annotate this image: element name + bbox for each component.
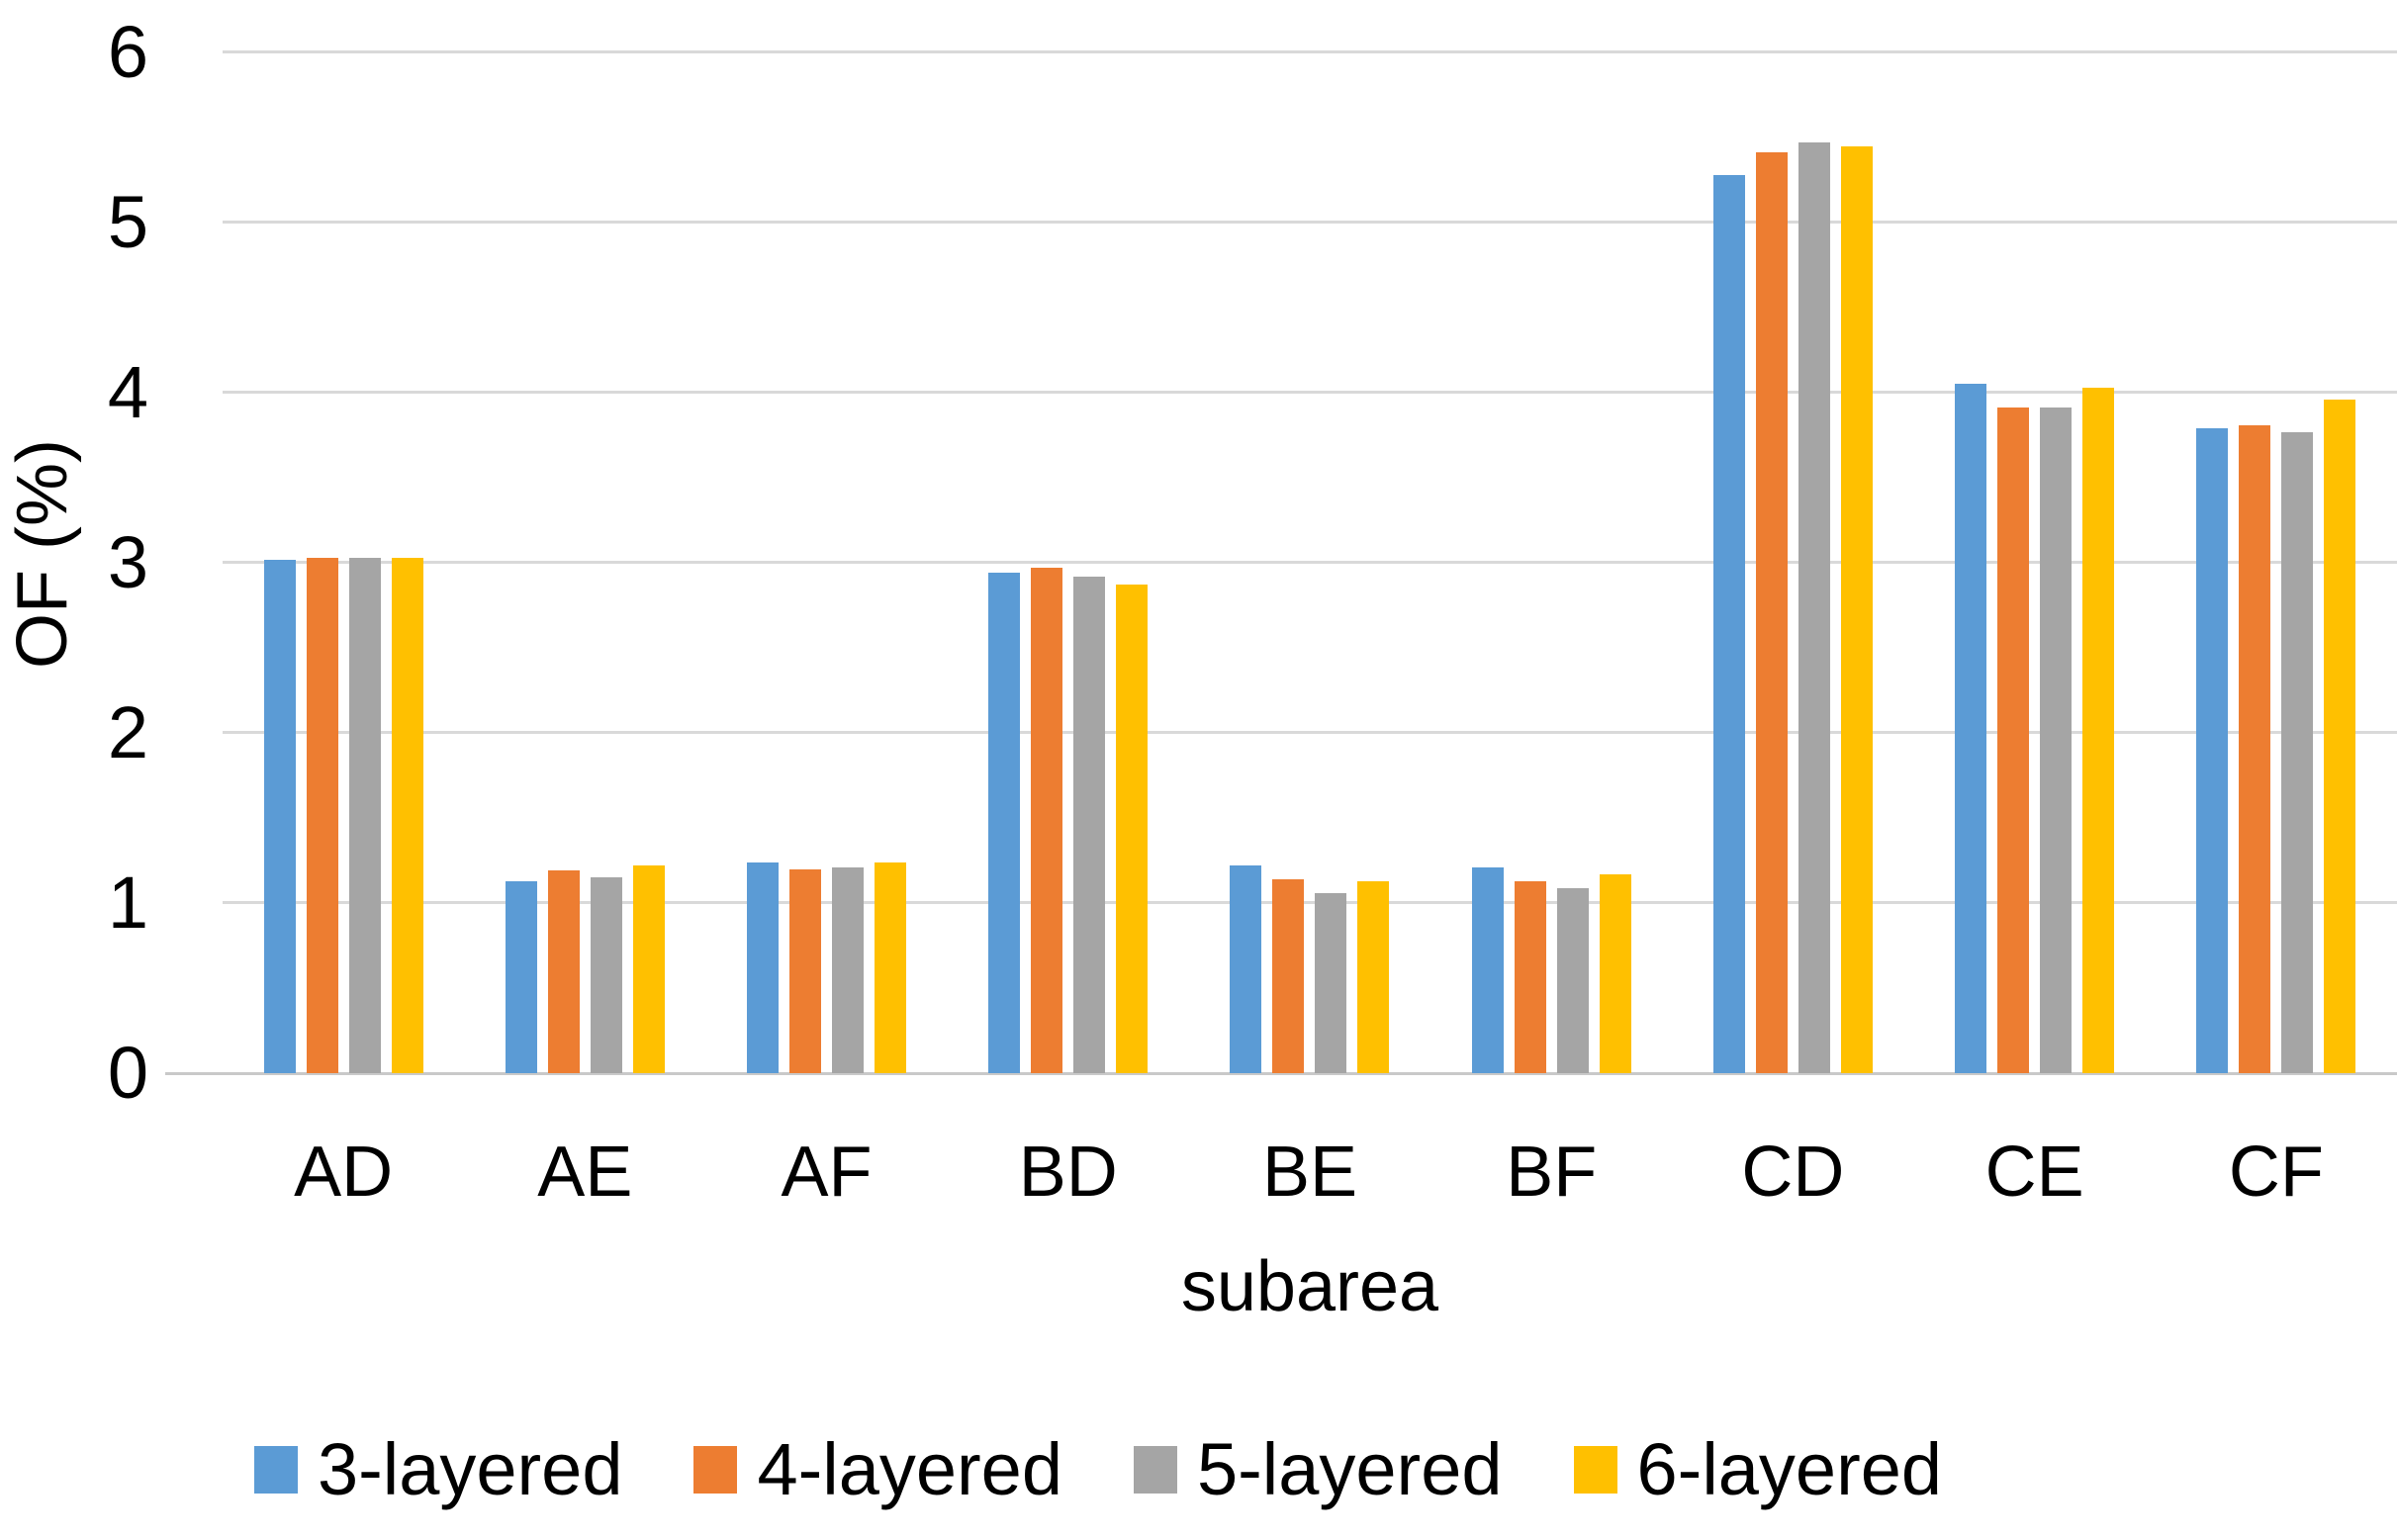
bar-5-layered-AE xyxy=(590,877,622,1073)
bar-3-layered-CF xyxy=(2196,428,2229,1073)
x-tick-label-AD: AD xyxy=(294,1132,394,1212)
x-tick-label-AE: AE xyxy=(537,1132,633,1212)
bar-3-layered-BD xyxy=(988,573,1021,1073)
bar-4-layered-AD xyxy=(306,557,338,1073)
bar-5-layered-BE xyxy=(1315,892,1347,1073)
x-tick-label-BF: BF xyxy=(1506,1132,1598,1212)
bar-6-layered-CD xyxy=(1840,145,1873,1073)
x-tick-label-AF: AF xyxy=(781,1132,873,1212)
legend-label: 6-layered xyxy=(1636,1428,1943,1510)
bar-4-layered-CD xyxy=(1755,152,1788,1073)
bar-6-layered-BF xyxy=(1599,873,1631,1073)
bar-group-AD xyxy=(223,52,464,1073)
bar-4-layered-CF xyxy=(2239,424,2271,1073)
gridline-4 xyxy=(223,391,2397,394)
bar-4-layered-AE xyxy=(547,870,580,1073)
bar-group-CF xyxy=(2156,52,2397,1073)
legend-swatch-icon xyxy=(1573,1446,1617,1494)
bar-3-layered-AD xyxy=(263,559,296,1073)
bar-4-layered-BE xyxy=(1272,878,1305,1073)
legend-item-6-layered: 6-layered xyxy=(1573,1425,1943,1514)
legend-swatch-icon xyxy=(693,1446,738,1494)
bar-group-BD xyxy=(948,52,1189,1073)
bar-5-layered-CD xyxy=(1798,142,1830,1073)
bar-6-layered-AE xyxy=(632,865,665,1073)
bar-4-layered-AF xyxy=(789,868,822,1073)
x-tick-label-CF: CF xyxy=(2228,1132,2324,1212)
bar-6-layered-AD xyxy=(391,557,423,1073)
bar-3-layered-BF xyxy=(1471,866,1504,1073)
bar-group-CD xyxy=(1672,52,1913,1073)
y-tick-label-4: 4 xyxy=(107,351,148,433)
legend-swatch-icon xyxy=(1134,1446,1177,1494)
bar-6-layered-BD xyxy=(1116,585,1149,1073)
bar-6-layered-AF xyxy=(875,861,907,1073)
bar-3-layered-CD xyxy=(1712,174,1745,1073)
gridline-1 xyxy=(223,901,2397,904)
bar-group-BE xyxy=(1189,52,1430,1073)
bar-5-layered-BF xyxy=(1556,887,1589,1073)
legend-label: 3-layered xyxy=(317,1428,623,1510)
gridline-3 xyxy=(223,561,2397,564)
bar-3-layered-AF xyxy=(747,861,780,1073)
bar-group-CE xyxy=(1914,52,2156,1073)
legend-swatch-icon xyxy=(253,1446,298,1494)
bar-6-layered-BE xyxy=(1357,880,1390,1073)
bar-group-AF xyxy=(705,52,947,1073)
bar-3-layered-AE xyxy=(505,880,537,1073)
bar-5-layered-AF xyxy=(832,866,865,1073)
legend-label: 4-layered xyxy=(757,1428,1062,1510)
legend: 3-layered 4-layered 5-layered 6-layered xyxy=(0,1422,2196,1517)
legend-item-4-layered: 4-layered xyxy=(693,1425,1062,1514)
bar-6-layered-CE xyxy=(2082,387,2115,1073)
gridline-6 xyxy=(223,50,2397,53)
legend-item-3-layered: 3-layered xyxy=(253,1425,623,1514)
x-tick-label-BE: BE xyxy=(1261,1132,1357,1212)
x-tick-label-CE: CE xyxy=(1984,1132,2084,1212)
bar-4-layered-BF xyxy=(1514,880,1546,1073)
bar-5-layered-BD xyxy=(1073,576,1106,1073)
bar-5-layered-AD xyxy=(348,557,381,1073)
legend-item-5-layered: 5-layered xyxy=(1134,1425,1503,1514)
x-tick-label-CD: CD xyxy=(1741,1132,1845,1212)
bar-group-AE xyxy=(464,52,705,1073)
y-tick-label-5: 5 xyxy=(107,181,148,263)
bar-4-layered-BD xyxy=(1031,568,1063,1073)
gridline-5 xyxy=(223,221,2397,224)
y-tick-label-0: 0 xyxy=(107,1032,148,1114)
x-axis-title: subarea xyxy=(1180,1247,1439,1326)
gridline-2 xyxy=(223,731,2397,734)
bar-6-layered-CF xyxy=(2324,399,2356,1073)
x-tick-label-BD: BD xyxy=(1018,1132,1118,1212)
x-axis-line xyxy=(165,1072,2397,1075)
y-tick-label-2: 2 xyxy=(107,691,148,773)
plot-area xyxy=(223,50,2397,1073)
bar-5-layered-CF xyxy=(2281,431,2314,1073)
y-tick-label-6: 6 xyxy=(107,11,148,93)
bars-area xyxy=(223,52,2397,1073)
y-tick-label-3: 3 xyxy=(107,521,148,603)
bar-3-layered-CE xyxy=(1955,384,1987,1073)
y-axis-title: OF (%) xyxy=(3,439,82,669)
bar-4-layered-CE xyxy=(1997,408,2030,1073)
bar-group-BF xyxy=(1430,52,1672,1073)
y-tick-label-1: 1 xyxy=(107,861,148,944)
legend-label: 5-layered xyxy=(1197,1428,1503,1510)
x-tick-labels: AD AE AF BD BE BF CD CE CF xyxy=(223,1128,2397,1217)
bar-3-layered-BE xyxy=(1230,865,1262,1073)
bar-5-layered-CE xyxy=(2040,408,2073,1073)
